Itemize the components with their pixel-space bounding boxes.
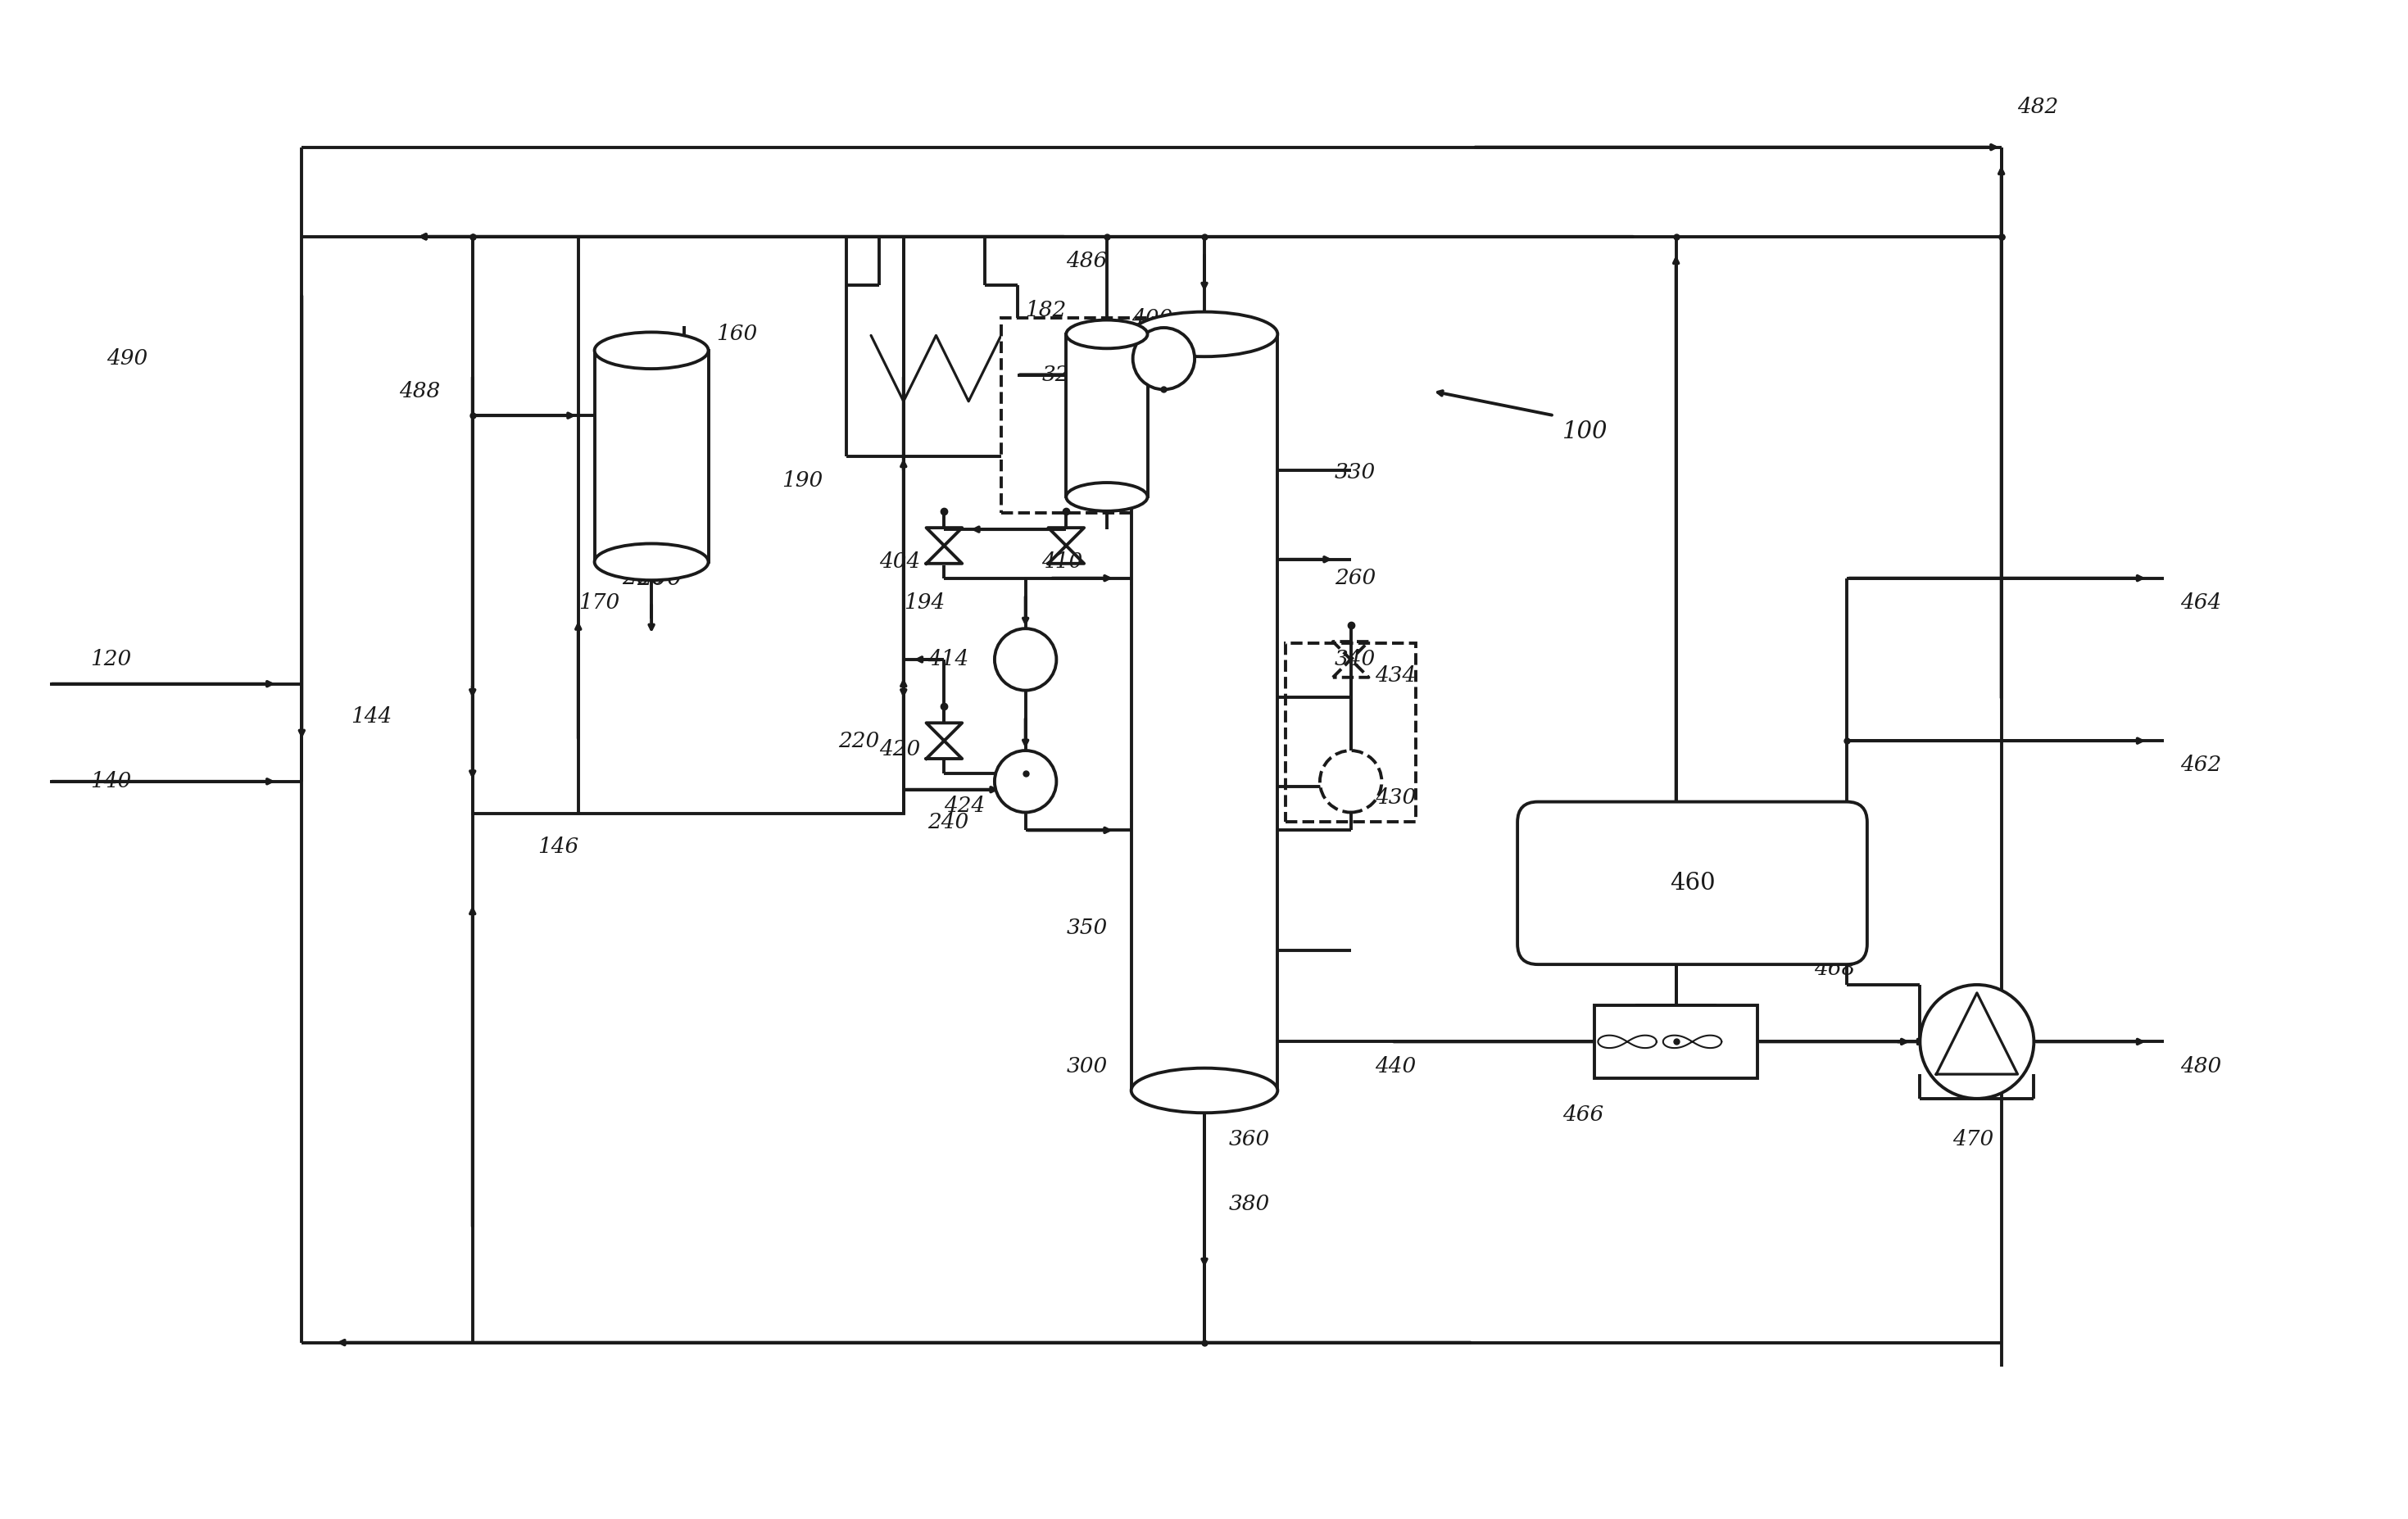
Text: 400: 400: [1132, 308, 1173, 328]
Text: 490: 490: [106, 348, 147, 369]
Text: 340: 340: [1334, 649, 1375, 670]
Text: 300: 300: [1067, 1056, 1108, 1077]
Bar: [1002, 317, 1204, 513]
Circle shape: [995, 750, 1057, 813]
Text: 100: 100: [1563, 421, 1609, 444]
Ellipse shape: [1067, 321, 1149, 348]
Text: 200: 200: [636, 567, 681, 589]
Text: 182: 182: [1026, 299, 1067, 321]
Text: 462: 462: [2179, 755, 2223, 775]
Text: 440: 440: [1375, 1056, 1416, 1077]
Text: 220: 220: [838, 731, 879, 750]
Text: 120: 120: [92, 649, 132, 670]
Text: 200: 200: [621, 567, 665, 589]
Bar: [1286, 643, 1416, 822]
Circle shape: [995, 629, 1057, 690]
Bar: [595, 351, 708, 562]
Circle shape: [1132, 328, 1194, 389]
Text: 194: 194: [903, 592, 944, 612]
Text: 414: 414: [927, 649, 968, 670]
Text: 350: 350: [1067, 917, 1108, 939]
Text: 434: 434: [1375, 665, 1416, 687]
Ellipse shape: [1132, 311, 1279, 357]
FancyBboxPatch shape: [1517, 802, 1866, 965]
Bar: [472, 237, 903, 814]
Text: 486: 486: [1067, 251, 1108, 272]
Text: 470: 470: [1953, 1129, 1994, 1150]
Text: 170: 170: [578, 592, 619, 612]
Text: 146: 146: [537, 837, 578, 857]
Bar: [1067, 334, 1149, 497]
Text: 260: 260: [1334, 568, 1375, 588]
Text: 466: 466: [1563, 1104, 1604, 1126]
Ellipse shape: [595, 544, 708, 580]
Text: 404: 404: [879, 551, 920, 573]
Text: 410: 410: [1043, 551, 1084, 573]
Circle shape: [1320, 750, 1382, 813]
Text: 464: 464: [2179, 592, 2223, 612]
Text: 140: 140: [92, 772, 132, 791]
Text: 144: 144: [352, 706, 393, 726]
Text: 482: 482: [2018, 96, 2059, 117]
Text: 430: 430: [1375, 787, 1416, 808]
Text: 450: 450: [1693, 1056, 1734, 1077]
Text: 460: 460: [1669, 872, 1714, 895]
Ellipse shape: [1132, 1068, 1279, 1113]
Text: 330: 330: [1334, 462, 1375, 483]
Circle shape: [1919, 984, 2035, 1098]
Text: 160: 160: [718, 324, 759, 345]
Bar: [1594, 1006, 1758, 1078]
Text: 488: 488: [400, 381, 441, 401]
Text: 240: 240: [927, 811, 968, 832]
Ellipse shape: [595, 333, 708, 369]
Bar: [1132, 334, 1279, 1091]
Text: 380: 380: [1228, 1194, 1269, 1215]
Text: 420: 420: [879, 738, 920, 760]
Text: 320: 320: [1043, 365, 1084, 386]
Text: 480: 480: [2179, 1056, 2223, 1077]
Text: 424: 424: [944, 796, 985, 816]
Text: 190: 190: [783, 471, 824, 491]
Text: 468: 468: [1813, 958, 1857, 978]
Ellipse shape: [1067, 483, 1149, 510]
Text: 360: 360: [1228, 1129, 1269, 1150]
